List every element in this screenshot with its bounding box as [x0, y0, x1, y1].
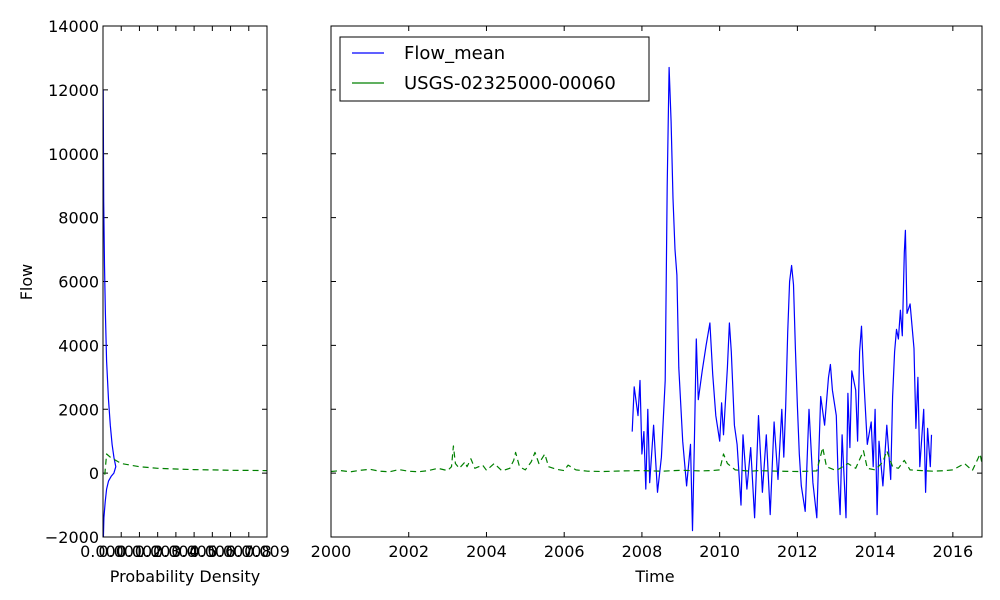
y-tick-label: 14000 [48, 17, 99, 36]
x-tick-label: 2014 [855, 542, 896, 561]
x-tick-label: 0.004 [153, 542, 199, 561]
x-tick-label: 2002 [388, 542, 429, 561]
time-series-panel: 2000 2002 2004 2006 2008 2010 2012 2014 2016 Tim… [311, 25, 983, 586]
x-tick-label: 0.007 [208, 542, 254, 561]
y-tick-label: 2000 [58, 400, 99, 419]
flow-y-axis-label: Flow [17, 264, 36, 301]
y-tick-label: 8000 [58, 209, 99, 228]
time-series-usgs-02325000-00060 [331, 445, 982, 473]
x-tick-label: 0.006 [189, 542, 235, 561]
density-plot-frame [102, 25, 268, 538]
time-x-axis-label: Time [634, 567, 674, 586]
y-tick-label: 12000 [48, 81, 99, 100]
time-series-flow-mean [631, 66, 933, 532]
x-tick-label: 0.001 [98, 542, 144, 561]
legend-label-usgs: USGS-02325000-00060 [404, 73, 616, 94]
density-series-flow-mean [103, 89, 117, 537]
x-tick-label: 2010 [699, 542, 740, 561]
x-tick-label: 2000 [311, 542, 352, 561]
x-tick-label: 2006 [544, 542, 585, 561]
y-tick-label: 10000 [48, 145, 99, 164]
x-tick-label: 0.003 [135, 542, 181, 561]
legend-label-flow-mean: Flow_mean [404, 43, 505, 64]
density-series-usgs-02325000-00060 [104, 453, 267, 475]
x-tick-label: 2004 [466, 542, 507, 561]
y-tick-label: 6000 [58, 273, 99, 292]
x-tick-label: 0.009 [244, 542, 290, 561]
x-tick-label: 0.005 [171, 542, 217, 561]
x-tick-label: 0.000 [80, 542, 126, 561]
density-plot-panel: −2000 0 2000 4000 6000 8000 10000 12000 14000 0.0… [17, 17, 290, 586]
x-tick-label: 0.008 [226, 542, 272, 561]
x-tick-label: 2008 [622, 542, 663, 561]
x-tick-label: 2016 [932, 542, 973, 561]
y-tick-label: −2000 [45, 528, 99, 547]
density-x-axis-label: Probability Density [110, 567, 261, 586]
time-series-plot-frame [330, 25, 983, 538]
legend: Flow_mean USGS-02325000-00060 [339, 36, 650, 102]
y-tick-label: 4000 [58, 336, 99, 355]
legend-box [339, 36, 650, 102]
density-plot-area [103, 26, 267, 537]
x-tick-label: 0.002 [117, 542, 163, 561]
y-tick-label: 0 [89, 464, 99, 483]
x-tick-label: 2012 [777, 542, 818, 561]
